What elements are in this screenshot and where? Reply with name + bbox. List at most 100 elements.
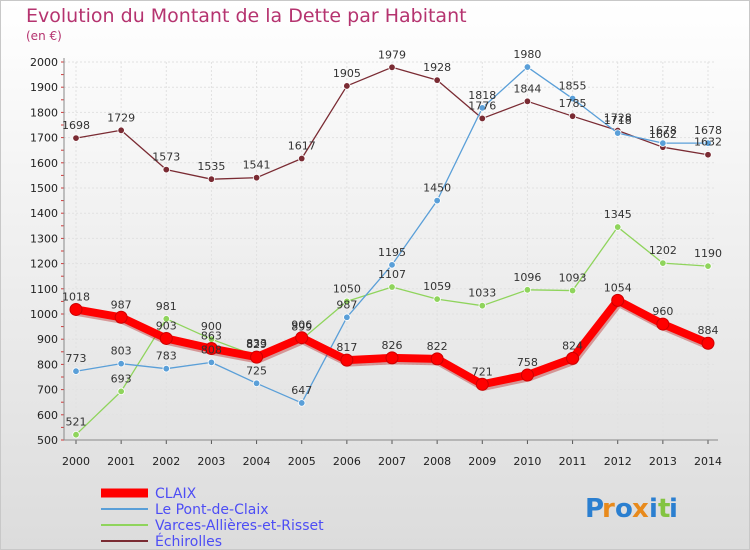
x-tick-label: 2009: [468, 455, 496, 468]
data-label: 1050: [333, 282, 361, 295]
data-label: 1345: [604, 208, 632, 221]
data-point: [72, 367, 80, 375]
x-tick-label: 2014: [694, 455, 722, 468]
data-label: 1776: [468, 99, 496, 112]
data-point: [659, 139, 667, 147]
x-tick-label: 2002: [152, 455, 180, 468]
data-label: 1096: [513, 271, 541, 284]
data-label: 826: [382, 339, 403, 352]
y-tick-label: 1100: [30, 283, 58, 296]
proxiti-logo: Pr o x i ti: [585, 494, 678, 524]
data-label: 903: [156, 319, 177, 332]
data-label: 987: [336, 298, 357, 311]
data-point: [611, 293, 625, 307]
data-label: 725: [246, 364, 267, 377]
x-tick-label: 2011: [559, 455, 587, 468]
x-tick-label: 2003: [197, 455, 225, 468]
data-label: 773: [66, 352, 87, 365]
x-tick-label: 2007: [378, 455, 406, 468]
data-point: [433, 196, 441, 205]
data-point: [72, 134, 80, 142]
data-label: 1678: [649, 124, 677, 137]
data-label: 1905: [333, 67, 361, 80]
data-point: [388, 283, 396, 291]
legend-label: Varces-Allières-et-Risset: [155, 518, 324, 534]
data-point: [704, 262, 712, 270]
data-point: [433, 76, 441, 84]
data-label: 1980: [513, 48, 541, 61]
x-tick-label: 2005: [288, 455, 316, 468]
data-point: [388, 63, 396, 71]
data-point: [117, 359, 125, 368]
data-label: 1785: [559, 97, 587, 110]
data-label: 1202: [649, 244, 677, 257]
x-tick-label: 2001: [107, 455, 135, 468]
data-label: 1450: [423, 182, 451, 195]
data-label: 822: [427, 340, 448, 353]
data-label: 981: [156, 300, 177, 313]
data-point: [72, 431, 80, 439]
data-label: 647: [291, 384, 312, 397]
data-point: [252, 173, 261, 182]
data-point: [614, 129, 622, 137]
y-tick-label: 900: [37, 333, 58, 346]
data-label: 808: [201, 343, 222, 356]
data-label: 521: [66, 416, 87, 429]
series-lines: [69, 63, 715, 439]
data-point: [159, 331, 173, 345]
data-point: [568, 112, 577, 120]
data-label: 783: [156, 350, 177, 363]
logo-letter: i: [649, 494, 658, 524]
data-labels: 1698 1729 1573 1535 1541 1617 1905 1979 1928 1776…: [62, 48, 722, 429]
data-label: 884: [698, 324, 719, 337]
data-point: [478, 104, 486, 112]
data-label: 1844: [513, 82, 541, 95]
data-label: 1033: [468, 287, 496, 300]
data-point: [162, 315, 170, 323]
page-title: Evolution du Montant de la Dette par Hab…: [26, 5, 467, 27]
data-point: [478, 114, 486, 123]
data-point: [114, 310, 128, 324]
data-label: 693: [111, 372, 132, 385]
data-point: [656, 317, 670, 331]
y-tick-label: 1500: [30, 182, 58, 195]
data-label: 1729: [107, 111, 135, 124]
data-label: 1054: [604, 281, 632, 294]
y-tick-label: 1000: [30, 308, 58, 321]
logo-letter: i: [669, 494, 678, 524]
data-point: [162, 364, 170, 373]
data-point: [430, 352, 444, 366]
data-label: 899: [291, 320, 312, 333]
y-tick-label: 500: [37, 434, 58, 447]
data-point: [343, 297, 351, 306]
legend-label: Échirolles: [155, 533, 222, 549]
data-point: [520, 368, 534, 382]
data-label: 1979: [378, 48, 406, 61]
data-point: [162, 165, 170, 174]
data-point: [117, 126, 125, 134]
legend-label: Le Pont-de-Claix: [155, 502, 269, 518]
data-label: 1928: [423, 61, 451, 74]
data-point: [704, 139, 712, 147]
y-tick-label: 1900: [30, 81, 58, 94]
gridlines: [64, 61, 716, 441]
data-point: [568, 286, 577, 295]
logo-letter: o: [615, 494, 633, 524]
data-label: 833: [246, 337, 267, 350]
x-tick-label: 2000: [62, 455, 90, 468]
data-label: 1093: [559, 272, 587, 285]
data-point: [659, 259, 667, 267]
y-tick-label: 1600: [30, 157, 58, 170]
y-tick-label: 1200: [30, 258, 58, 271]
data-point: [388, 261, 396, 269]
x-tick-label: 2006: [333, 455, 361, 468]
data-point: [207, 358, 216, 367]
data-point: [343, 313, 351, 321]
data-label: 1632: [694, 136, 722, 149]
data-point: [523, 286, 532, 294]
data-label: 824: [562, 339, 583, 352]
data-point: [250, 350, 264, 364]
y-tick-label: 2000: [30, 56, 58, 69]
